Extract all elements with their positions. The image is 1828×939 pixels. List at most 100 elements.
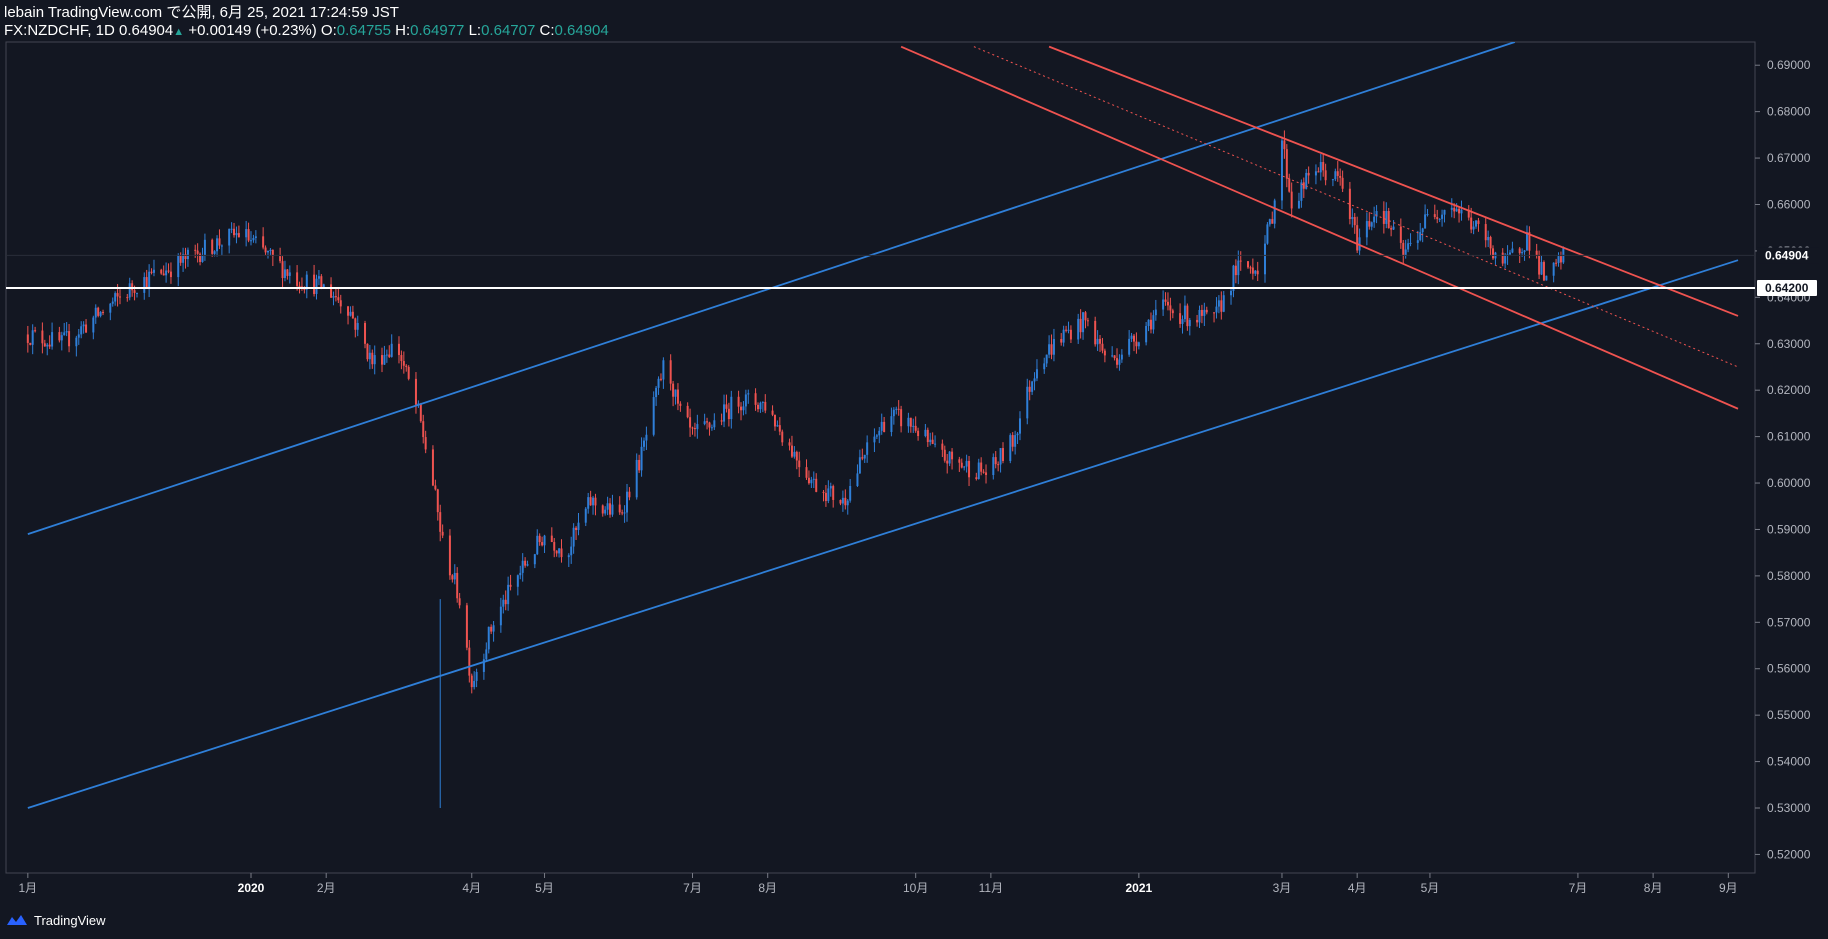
candle-body: [1266, 224, 1269, 244]
candle-body: [380, 355, 383, 365]
candle-body: [674, 389, 677, 397]
candle-body: [1116, 358, 1119, 365]
candle-body: [485, 649, 488, 660]
candle-body: [1065, 329, 1068, 331]
candle-body: [611, 504, 614, 515]
candle-body: [1239, 260, 1242, 262]
candle-body: [999, 448, 1002, 465]
candle-body: [577, 522, 580, 531]
candle-body: [373, 355, 376, 365]
candle-body: [1179, 313, 1182, 324]
candle-body: [1171, 310, 1174, 314]
trendlines-layer[interactable]: [27, 42, 1739, 809]
trendline-falling-channel-lower[interactable]: [900, 45, 1739, 410]
candle-body: [1009, 435, 1012, 461]
candle-body: [148, 271, 151, 288]
publish-info: lebain TradingView.com で公開, 6月 25, 2021 …: [4, 4, 399, 21]
candle-body: [269, 249, 272, 251]
candle-body: [560, 548, 563, 558]
x-tick-label: 4月: [1348, 881, 1367, 895]
candle-body: [1475, 220, 1478, 227]
candle-body: [1419, 232, 1422, 241]
candle-body: [1220, 300, 1223, 312]
candle-body: [810, 479, 813, 484]
candle-body: [1351, 217, 1354, 220]
candle-body: [1149, 319, 1152, 330]
candle-body: [1331, 179, 1334, 181]
candle-body: [1375, 211, 1378, 217]
candle-body: [771, 410, 774, 415]
candle-body: [618, 504, 621, 513]
candle-body: [63, 332, 66, 336]
candle-body: [575, 527, 578, 531]
candle-body: [407, 366, 410, 379]
trendline-falling-channel-upper[interactable]: [1048, 45, 1739, 317]
candle-body: [160, 269, 163, 274]
y-tick-label: 0.61000: [1767, 430, 1811, 444]
candle-body: [997, 464, 1000, 466]
candle-body: [764, 401, 767, 411]
candle-body: [1145, 326, 1148, 343]
candle-body: [958, 459, 961, 463]
candle-body: [1559, 256, 1562, 263]
low-value: 0.64707: [481, 22, 536, 39]
candle-body: [926, 429, 929, 443]
candle-body: [448, 535, 451, 576]
candle-body: [829, 486, 832, 489]
candle-body: [609, 503, 612, 515]
candle-body: [572, 527, 575, 547]
candle-body: [203, 239, 206, 256]
candle-body: [1031, 381, 1034, 392]
candle-body: [948, 451, 951, 464]
candle-body: [1033, 378, 1036, 382]
candle-body: [861, 457, 864, 459]
candle-body: [589, 497, 592, 506]
candle-body: [1263, 243, 1266, 275]
x-tick-label: 5月: [1421, 881, 1440, 895]
candle-body: [924, 429, 927, 437]
y-tick-label: 0.55000: [1767, 708, 1811, 722]
candle-body: [1043, 363, 1046, 370]
candle-body: [776, 425, 779, 427]
price-axis[interactable]: 0.690000.680000.670000.660000.650000.640…: [1755, 58, 1811, 861]
candle-body: [1426, 214, 1429, 216]
candle-body: [1290, 191, 1293, 209]
candle-body: [1215, 306, 1218, 313]
candle-body: [1458, 208, 1461, 214]
candle-body: [230, 228, 233, 230]
candle-body: [51, 332, 54, 347]
trendline-falling-channel-mid[interactable]: [973, 46, 1739, 368]
candle-body: [524, 560, 527, 566]
candle-body: [679, 403, 682, 406]
candle-body: [119, 296, 122, 298]
symbol-label[interactable]: FX:NZDCHF, 1D: [4, 22, 115, 39]
candle-body: [499, 606, 502, 626]
candle-body: [1453, 207, 1456, 212]
candle-body: [1545, 275, 1548, 281]
x-tick-label: 8月: [1644, 881, 1663, 895]
candle-body: [1387, 211, 1390, 229]
candle-body: [878, 430, 881, 436]
candle-body: [262, 236, 265, 248]
candle-body: [1099, 338, 1102, 344]
level-price-tag: [1757, 280, 1817, 297]
candle-body: [92, 317, 95, 333]
time-axis[interactable]: 1月 2020 2月 4月 5月 7月 8月 10月 11月 2021 3月 4月 5月 7月 8月 9月: [18, 873, 1738, 895]
candle-body: [1305, 172, 1308, 189]
candle-body: [849, 486, 852, 501]
y-tick-label: 0.60000: [1767, 476, 1811, 490]
candle-body: [264, 247, 267, 253]
candle-body: [77, 334, 80, 338]
up-arrow-icon: ▲: [173, 26, 185, 38]
candle-body: [1069, 329, 1072, 340]
candle-body: [553, 542, 556, 551]
candle-body: [436, 489, 439, 513]
trendline-rising-channel-lower[interactable]: [27, 259, 1739, 809]
candle-body: [1251, 267, 1254, 274]
candle-body: [133, 290, 136, 293]
candle-body: [844, 497, 847, 506]
candle-body: [1196, 319, 1199, 323]
candle-body: [703, 421, 706, 425]
candle-body: [895, 408, 898, 410]
